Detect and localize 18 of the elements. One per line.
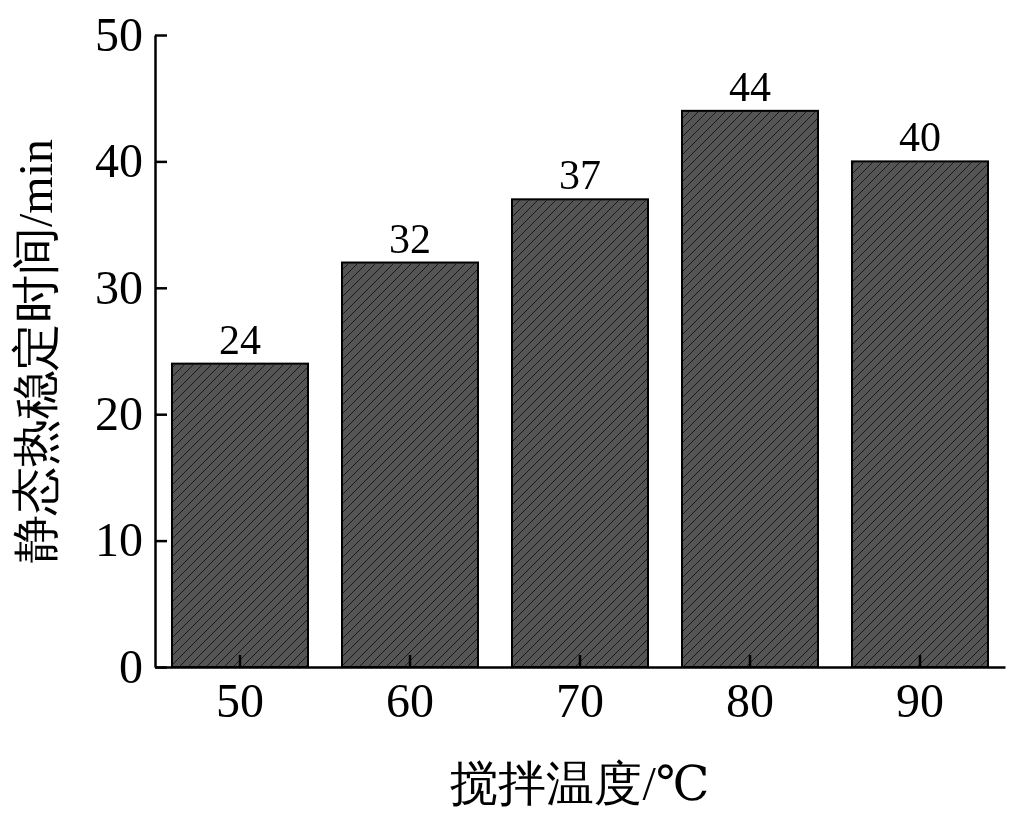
x-tick-label: 50: [216, 674, 264, 727]
data-label: 37: [559, 152, 601, 199]
data-label: 24: [219, 316, 261, 363]
y-tick-label: 10: [95, 513, 143, 567]
y-tick-label: 40: [95, 134, 143, 188]
y-tick-label: 50: [95, 7, 143, 61]
x-tick-label: 90: [896, 674, 944, 727]
data-label: 32: [389, 215, 431, 262]
x-tick-label: 80: [726, 674, 774, 727]
y-tick-label: 20: [95, 387, 143, 441]
x-axis-title: 搅拌温度/℃: [450, 757, 710, 810]
x-tick-label: 70: [556, 674, 604, 727]
data-label: 44: [729, 63, 771, 110]
x-tick-label: 60: [386, 674, 434, 727]
y-tick-label: 30: [95, 260, 143, 314]
y-axis-title: 静态热稳定时间/min: [9, 138, 62, 564]
y-tick-label: 0: [119, 639, 143, 693]
data-label: 40: [899, 114, 941, 161]
